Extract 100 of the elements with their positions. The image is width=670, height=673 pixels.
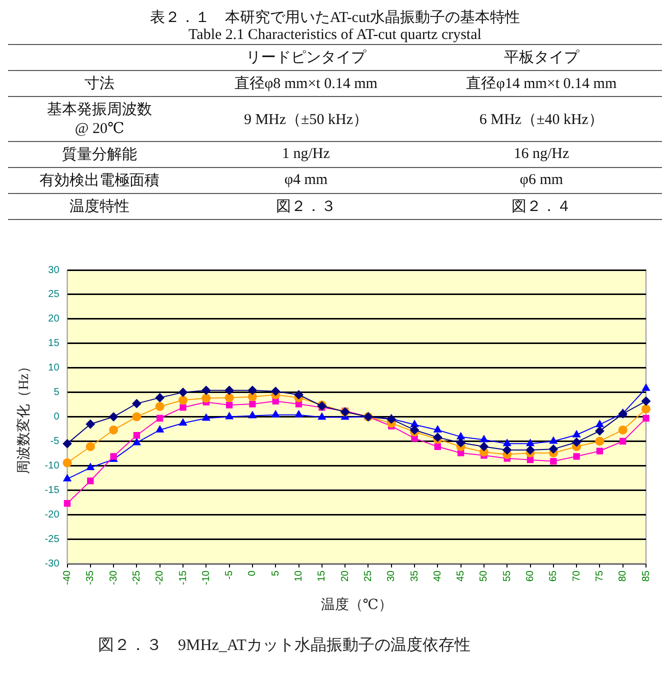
point (596, 448, 604, 454)
point (642, 396, 650, 406)
point (434, 425, 442, 432)
point (411, 434, 418, 442)
point (456, 432, 465, 440)
point (480, 435, 488, 442)
x-tick-label: -40 (62, 570, 74, 585)
point (550, 458, 557, 465)
x-tick-label: 20 (340, 570, 351, 582)
y-tick-label: 5 (54, 387, 60, 398)
point (572, 438, 582, 447)
text: 1 ng/Hz (282, 146, 330, 162)
text: 直径φ14 mm×t 0.14 mm (466, 76, 617, 92)
x-tick-label: 40 (432, 570, 444, 582)
point (548, 444, 558, 454)
y-tick-label: -10 (44, 460, 60, 472)
text: 表２．１ 本研究で用いたAT-cut水晶振動子の基本特性 (148, 8, 522, 27)
point (479, 442, 488, 452)
category-label: 寸法 (84, 76, 115, 92)
point (595, 426, 604, 436)
x-tick-label: -30 (108, 570, 120, 585)
y-tick-label: 30 (48, 264, 60, 276)
point (133, 432, 140, 439)
point (595, 436, 604, 446)
y-tick-label: -25 (44, 534, 60, 545)
text: 9 MHz（±50 kHz） (244, 112, 368, 128)
x-tick-label: 50 (478, 570, 490, 582)
text: 直径φ8 mm×t 0.14 mm (234, 76, 378, 92)
x-tick-label: 25 (362, 570, 374, 582)
point (224, 393, 234, 402)
y-tick-label: 10 (48, 362, 60, 374)
point (64, 500, 71, 507)
point (226, 402, 233, 408)
point (503, 439, 512, 446)
point (526, 439, 534, 446)
point (132, 438, 141, 446)
point (86, 442, 95, 452)
y-tick-label: 20 (48, 314, 60, 325)
category-label: 有効検出電極面積 (40, 173, 160, 189)
text: 6 MHz（±40 kHz） (479, 112, 604, 128)
point (642, 384, 650, 391)
y-tick-label: 15 (48, 338, 60, 350)
point (132, 399, 142, 408)
x-tick-label: 35 (409, 570, 420, 582)
point (434, 443, 441, 450)
point (62, 439, 72, 448)
point (386, 414, 396, 424)
category-label: 平板タイプ (420, 44, 662, 70)
category-label: 質量分解能 (62, 147, 138, 163)
point (224, 386, 234, 395)
point (178, 388, 188, 397)
point (109, 412, 118, 422)
point (642, 414, 650, 422)
x-tick-label: 10 (294, 570, 304, 582)
x-tick-label: 45 (456, 570, 467, 582)
point (271, 386, 280, 396)
point (62, 458, 72, 468)
y-tick-label: -5 (50, 436, 60, 447)
point (109, 425, 118, 434)
x-tick-label: 70 (571, 570, 582, 582)
x-tick-label: 5 (270, 570, 282, 576)
point (156, 414, 164, 422)
text: Table 2.1 Characteristics of AT-cut quartz crystal (188, 27, 482, 44)
point (572, 430, 581, 438)
point (618, 425, 628, 434)
point (155, 393, 164, 402)
x-tick-label: 0 (247, 570, 258, 576)
point (202, 394, 211, 403)
point (502, 446, 512, 455)
x-tick-label: 55 (502, 570, 513, 582)
point (180, 404, 186, 411)
point (225, 412, 234, 420)
x-tick-label: 60 (525, 570, 536, 582)
x-tick-label: -20 (154, 570, 166, 585)
point (132, 412, 142, 422)
point (456, 438, 466, 448)
y-tick-label: -20 (44, 509, 60, 520)
x-tick-label: 65 (548, 570, 560, 582)
point (294, 390, 304, 400)
text: 16 ng/Hz (514, 146, 570, 162)
point (156, 425, 164, 432)
y-tick-label: -30 (44, 558, 60, 570)
point (86, 420, 95, 429)
point (248, 411, 256, 418)
point (248, 386, 257, 395)
y-tick-label: 0 (54, 412, 60, 423)
x-tick-label: 30 (386, 570, 398, 582)
point (596, 420, 604, 428)
category-label: 温度特性 (70, 199, 130, 215)
x-tick-label: 85 (640, 570, 652, 582)
point (318, 412, 326, 420)
y-tick-label: -15 (44, 484, 60, 496)
x-tick-label: 75 (594, 570, 606, 582)
point (179, 418, 187, 426)
point (526, 446, 535, 455)
x-tick-label: -10 (200, 570, 212, 585)
x-tick-label: -5 (224, 570, 236, 580)
point (155, 402, 164, 411)
point (526, 456, 534, 464)
point (272, 410, 280, 418)
